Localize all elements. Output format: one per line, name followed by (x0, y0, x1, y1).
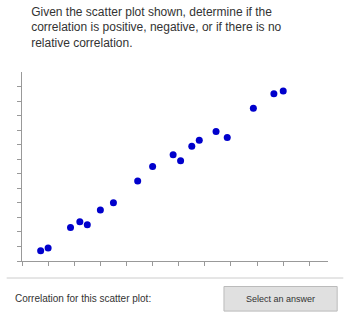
svg-text:Given the scatter plot shown,: Given the scatter plot shown, determine … (31, 5, 281, 50)
svg-text:Correlation for this scatter p: Correlation for this scatter plot: (15, 293, 151, 304)
svg-text:Select an answer: Select an answer (246, 294, 315, 304)
